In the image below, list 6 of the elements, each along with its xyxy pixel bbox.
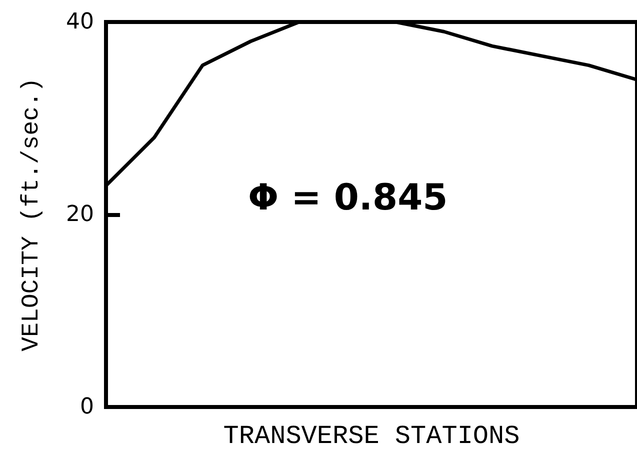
y-tick-label: 20 [66, 202, 94, 227]
y-tick-label: 0 [80, 394, 94, 420]
y-tick-label: 40 [66, 10, 94, 34]
x-axis-title: TRANSVERSE STATIONS [223, 421, 520, 451]
annotation: Φ = 0.845 [248, 178, 448, 218]
y-axis-title: VELOCITY (ft./sec.) [18, 78, 46, 352]
